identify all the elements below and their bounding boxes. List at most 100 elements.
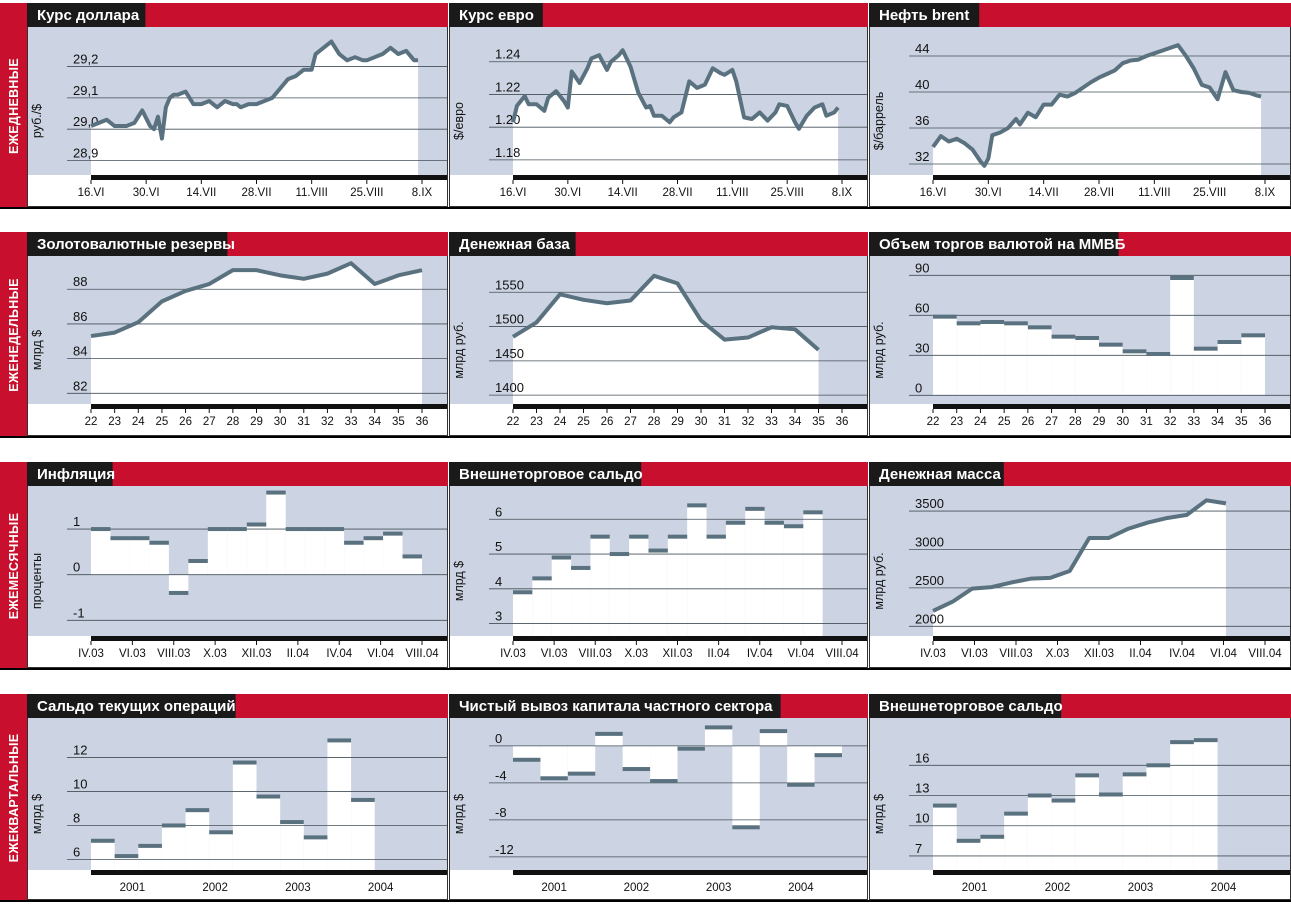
step-mark — [648, 548, 668, 553]
chart-svg: Золотовалютные резервы 88 86 84 82 млрд $ 22 23… — [27, 232, 448, 436]
row-3: ЕЖЕКВАРТАЛЬНЫЕ Сальдо текущих операций 12 1… — [0, 694, 1291, 902]
bar-area — [168, 574, 189, 593]
x-tick-label: 27 — [1045, 416, 1058, 428]
y-tick-label: 0 — [915, 380, 922, 395]
x-tick-label: 33 — [345, 416, 358, 428]
chart-title: Нефть brent — [879, 7, 969, 24]
x-tick-label: 27 — [203, 416, 216, 428]
title-box — [869, 232, 1119, 256]
bar-area — [1027, 327, 1052, 396]
step-mark — [344, 540, 364, 545]
x-tick-label: 31 — [297, 416, 310, 428]
bar-area — [956, 840, 981, 870]
bar-area — [324, 529, 345, 575]
step-mark — [650, 779, 678, 784]
x-axis-bar — [91, 175, 447, 180]
x-tick-label: 26 — [179, 416, 192, 428]
x-tick-label: 2002 — [202, 882, 228, 894]
x-axis-bar — [513, 870, 867, 875]
x-tick-label: IV.03 — [500, 648, 526, 660]
chart-panel: Нефть brent 44 40 36 32 $/баррель 16.VI 30.VI 14… — [869, 3, 1291, 209]
x-tick-label: 34 — [1211, 416, 1224, 428]
y-tick-label: 32 — [915, 149, 929, 164]
y-tick-label: -1 — [73, 605, 85, 620]
title-box — [869, 462, 1004, 486]
y-tick-label: 16 — [915, 750, 929, 765]
bar-area — [1217, 342, 1242, 396]
chart-svg: Чистый вывоз капитала частного сектора 0 -… — [449, 694, 868, 900]
step-mark — [677, 746, 705, 751]
bar-area — [209, 832, 233, 870]
x-tick-label: 25 — [156, 416, 169, 428]
bar-area — [590, 536, 610, 636]
area-fill — [91, 263, 422, 404]
step-mark — [1027, 325, 1052, 330]
y-tick-label: 2000 — [915, 611, 944, 626]
x-tick-label: 2002 — [1045, 882, 1071, 894]
y-axis-label: млрд $ — [452, 561, 466, 601]
y-tick-label: 6 — [73, 844, 80, 859]
y-axis-label: $/евро — [452, 102, 466, 140]
x-tick-label: 16.VI — [78, 187, 105, 199]
x-tick-label: 2002 — [624, 882, 650, 894]
area-fill — [91, 41, 419, 175]
y-tick-label: 1500 — [495, 312, 524, 327]
series-line — [90, 261, 423, 339]
chart-title: Сальдо текущих операций — [37, 698, 236, 715]
y-tick-label: 6 — [495, 504, 502, 519]
y-tick-label: 3000 — [915, 534, 944, 549]
chart-title: Золотовалютные резервы — [37, 236, 235, 253]
chart-title: Чистый вывоз капитала частного сектора — [459, 698, 773, 715]
step-mark — [787, 782, 815, 787]
step-mark — [207, 527, 228, 532]
bar-area — [551, 557, 572, 636]
x-tick-label: VIII.03 — [579, 648, 612, 660]
bar-area — [629, 536, 649, 636]
step-mark — [114, 854, 139, 859]
chart-title: Объем торгов валютой на ММВБ — [879, 236, 1126, 253]
x-tick-label: IV.04 — [747, 648, 773, 660]
bar-area — [1099, 794, 1123, 870]
y-tick-label: 1.24 — [495, 47, 520, 62]
step-mark — [667, 534, 688, 539]
step-mark — [363, 536, 384, 541]
y-axis-label: проценты — [30, 553, 44, 609]
x-tick-label: 30.VI — [975, 187, 1002, 199]
step-mark — [687, 503, 707, 508]
bar-area — [1075, 338, 1099, 396]
x-tick-label: 23 — [530, 416, 543, 428]
chart-title: Инфляция — [37, 466, 115, 483]
x-axis-bar — [933, 636, 1290, 641]
bar-area — [129, 538, 150, 575]
chart-svg: Денежная масса 3500 3000 2500 2000 млрд руб. I… — [869, 462, 1291, 668]
bar-area — [149, 542, 169, 575]
chart-title: Денежная масса — [879, 466, 1001, 483]
x-tick-label: VI.03 — [541, 648, 568, 660]
step-mark — [91, 527, 111, 532]
x-tick-label: 2003 — [1128, 882, 1154, 894]
step-mark — [1051, 334, 1076, 339]
y-tick-label: 0 — [73, 560, 80, 575]
bar-area — [280, 822, 304, 870]
x-tick-label: 28 — [226, 416, 239, 428]
y-tick-label: 30 — [915, 340, 929, 355]
x-tick-label: 8.IX — [832, 187, 853, 199]
x-tick-label: 36 — [416, 416, 429, 428]
x-tick-label: 32 — [321, 416, 334, 428]
step-mark — [1241, 333, 1265, 338]
bar-area — [745, 508, 765, 636]
bar-area — [595, 733, 623, 746]
x-tick-label: VI.04 — [1210, 648, 1237, 660]
step-mark — [595, 731, 623, 736]
step-mark — [1217, 340, 1242, 344]
step-mark — [161, 823, 186, 828]
x-tick-label: IV.03 — [920, 648, 946, 660]
y-axis-label: руб./$ — [30, 104, 44, 138]
step-mark — [138, 843, 162, 848]
title-box — [449, 694, 781, 718]
x-tick-label: VIII.04 — [405, 648, 439, 660]
y-tick-label: 40 — [915, 77, 929, 92]
title-box — [869, 3, 980, 27]
x-axis-bar — [513, 175, 867, 180]
title-box — [27, 232, 228, 256]
